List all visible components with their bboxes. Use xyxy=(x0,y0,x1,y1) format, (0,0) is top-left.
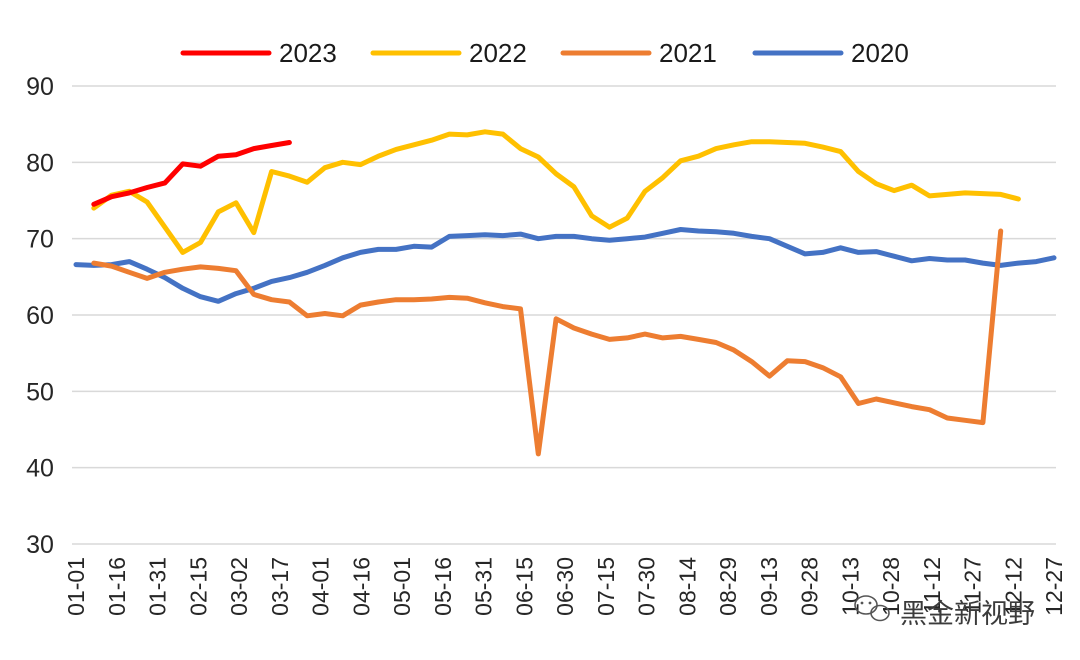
y-tick-label: 90 xyxy=(26,73,54,101)
x-tick-label: 09-13 xyxy=(756,557,782,616)
x-tick-label: 09-28 xyxy=(797,557,823,616)
x-tick-label: 07-15 xyxy=(593,557,619,616)
x-tick-label: 11-27 xyxy=(960,557,986,614)
x-tick-label: 05-16 xyxy=(430,557,456,616)
series-line-2022 xyxy=(91,129,1021,255)
x-tick-label: 04-16 xyxy=(348,557,374,616)
series-line-2021 xyxy=(91,228,1004,457)
x-tick-label: 05-01 xyxy=(389,557,415,616)
x-tick-label: 02-15 xyxy=(185,557,211,616)
x-tick-label: 06-30 xyxy=(552,557,578,616)
x-tick-label: 11-12 xyxy=(919,557,945,614)
x-tick-label: 10-13 xyxy=(837,557,863,616)
x-tick-label: 01-01 xyxy=(63,557,89,616)
legend-label-2022: 2022 xyxy=(469,38,527,68)
y-tick-label: 70 xyxy=(26,226,54,254)
x-tick-label: 08-14 xyxy=(674,557,700,616)
legend-label-2020: 2020 xyxy=(851,38,909,68)
x-tick-label: 03-17 xyxy=(267,557,293,616)
series-lines xyxy=(73,129,1057,457)
watermark: 黑金新视野 xyxy=(854,595,1035,629)
x-tick-label: 03-02 xyxy=(226,557,252,616)
x-tick-label: 06-15 xyxy=(511,557,537,616)
x-axis-ticks: 01-01 01-16 01-31 02-15 03-02 03-17 04-01 04-16… xyxy=(63,557,1067,616)
x-tick-label: 04-01 xyxy=(308,557,334,616)
y-tick-label: 80 xyxy=(26,149,54,177)
series-line-2020 xyxy=(73,227,1057,304)
y-tick-label: 50 xyxy=(26,378,54,406)
y-tick-label: 40 xyxy=(26,455,54,483)
x-tick-label: 05-31 xyxy=(471,557,497,616)
series-line-2023 xyxy=(91,140,292,207)
legend-label-2021: 2021 xyxy=(659,38,717,68)
y-axis-ticks: 30 40 50 60 70 80 90 xyxy=(26,73,54,559)
y-tick-label: 30 xyxy=(26,531,54,559)
x-tick-label: 01-31 xyxy=(145,557,171,616)
x-tick-label: 01-16 xyxy=(104,557,130,616)
x-tick-label: 12-27 xyxy=(1041,557,1067,616)
x-tick-label: 08-29 xyxy=(715,557,741,616)
x-tick-label: 07-30 xyxy=(634,557,660,616)
x-tick-label: 12-12 xyxy=(1000,557,1026,616)
legend-label-2023: 2023 xyxy=(279,38,337,68)
legend: 2023 2022 2021 2020 xyxy=(180,38,909,68)
y-tick-label: 60 xyxy=(26,302,54,330)
watermark-text: 黑金新视野 xyxy=(900,599,1035,629)
wechat-icon xyxy=(854,595,890,622)
